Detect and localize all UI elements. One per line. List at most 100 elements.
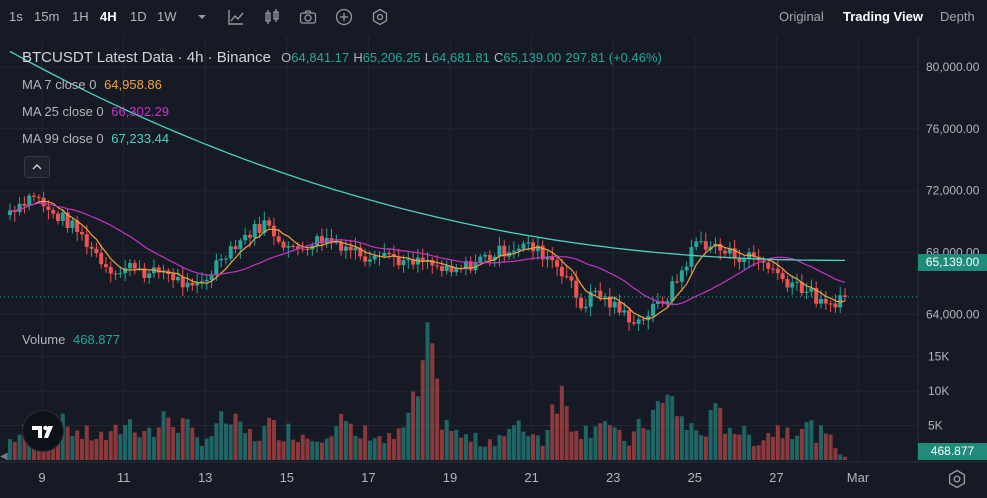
volume-bar (233, 413, 238, 460)
volume-bar (123, 425, 128, 460)
camera-icon[interactable] (298, 7, 318, 27)
candle-body (252, 223, 257, 238)
candle-body (319, 236, 324, 244)
candle-body (699, 241, 704, 243)
price-tick-label: 72,000.00 (926, 184, 980, 198)
interval-1h[interactable]: 1H (72, 9, 89, 24)
ma7-label: MA 7 close 0 (22, 77, 97, 92)
candle-body (559, 266, 564, 277)
candle-body (550, 256, 555, 261)
volume-bar (487, 439, 492, 460)
candle-body (636, 319, 641, 324)
volume-bar (363, 425, 368, 460)
volume-bar (699, 435, 704, 460)
legend-collapse-button[interactable] (24, 156, 50, 178)
candle-body (382, 252, 387, 257)
volume-bar (387, 433, 392, 460)
ma25-line (9, 202, 846, 306)
tab-original[interactable]: Original (779, 9, 824, 24)
tab-trading-view[interactable]: Trading View (843, 9, 923, 24)
time-tick-label: 23 (606, 470, 620, 485)
chevron-down-icon[interactable] (192, 7, 212, 27)
volume-bar (175, 432, 180, 460)
volume-bar (555, 413, 560, 460)
volume-bar (295, 442, 300, 460)
volume-bar (305, 438, 310, 460)
volume-bar (238, 421, 243, 460)
candle-body (396, 256, 401, 266)
candle-body (219, 258, 224, 261)
candle-body (718, 243, 723, 251)
candle-style-icon[interactable] (262, 7, 282, 27)
interval-1w[interactable]: 1W (157, 9, 177, 24)
volume-bar (262, 425, 267, 460)
candle-body (31, 195, 36, 197)
volume-bar (79, 438, 84, 460)
candle-body (267, 220, 272, 226)
chart-grid (0, 36, 987, 463)
volume-bar (679, 416, 684, 460)
volume-bars (8, 322, 847, 460)
volume-bar (70, 436, 75, 460)
volume-bar (334, 426, 339, 460)
interval-1d[interactable]: 1D (130, 9, 147, 24)
volume-bar (353, 435, 358, 460)
volume-bar (574, 430, 579, 460)
candle-body (531, 242, 536, 252)
volume-bar (89, 440, 94, 460)
volume-bar (161, 411, 166, 460)
ma25-legend: MA 25 close 0 66,302.29 (22, 104, 169, 119)
candle-body (99, 253, 104, 265)
chart-settings-icon[interactable] (946, 468, 968, 490)
candle-body (103, 264, 108, 268)
candle-body (583, 306, 588, 309)
candle-body (127, 262, 132, 269)
volume-bar (358, 438, 363, 460)
volume-bar (737, 434, 742, 460)
volume-bar (137, 437, 142, 460)
candle-body (526, 242, 531, 244)
candle-body (780, 273, 785, 280)
volume-axis: 15K 10K 5K (928, 350, 949, 433)
settings-hex-icon[interactable] (370, 7, 390, 27)
volume-bar (382, 443, 387, 460)
volume-bar (243, 433, 248, 460)
candle-body (372, 255, 377, 260)
candle-body (703, 241, 708, 250)
interval-4h[interactable]: 4H (100, 9, 117, 24)
candle-body (454, 268, 459, 273)
add-icon[interactable] (334, 7, 354, 27)
volume-bar (286, 423, 291, 460)
candle-body (521, 243, 526, 249)
tradingview-logo-icon (32, 425, 53, 438)
volume-bar (103, 440, 108, 460)
interval-1s[interactable]: 1s (9, 9, 23, 24)
candle-body (238, 240, 243, 250)
volume-bar (593, 426, 598, 460)
candle-body (665, 301, 670, 304)
candle-body (809, 287, 814, 292)
candle-body (751, 252, 756, 257)
interval-15m[interactable]: 15m (34, 9, 60, 24)
volume-bar (598, 423, 603, 460)
candle-body (579, 297, 584, 309)
time-tick-label: 21 (524, 470, 538, 485)
candle-body (555, 260, 560, 267)
tab-depth[interactable]: Depth (940, 9, 975, 24)
candle-body (775, 268, 780, 274)
time-tick-label: 25 (688, 470, 702, 485)
candle-body (190, 282, 195, 286)
candle-body (723, 250, 728, 254)
volume-bar (775, 425, 780, 460)
volume-bar (569, 431, 574, 460)
low-label: L (424, 50, 432, 65)
volume-bar (535, 435, 540, 460)
volume-bar (804, 421, 809, 460)
indicators-icon[interactable] (226, 7, 246, 27)
volume-tick-label: 10K (928, 384, 949, 398)
scroll-left-icon[interactable]: ◀ (0, 451, 8, 462)
volume-bar (790, 439, 795, 460)
volume-bar (444, 419, 449, 460)
volume-bar (559, 385, 564, 460)
